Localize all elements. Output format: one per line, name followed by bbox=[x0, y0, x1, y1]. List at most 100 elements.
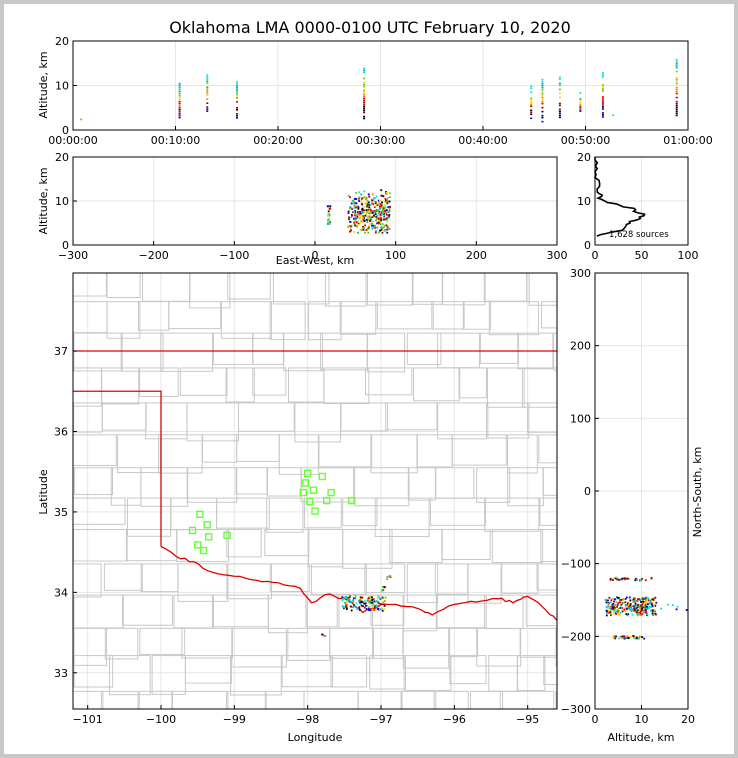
ns-altitude-source bbox=[667, 603, 669, 606]
time-height-source bbox=[601, 96, 604, 98]
county-outline bbox=[431, 301, 465, 330]
ew-height-source bbox=[328, 213, 331, 216]
ns-altitude-source bbox=[645, 607, 647, 610]
ew-height-source bbox=[350, 224, 353, 227]
plan-view-source bbox=[373, 605, 376, 608]
tick-label-x: 00:10:00 bbox=[151, 134, 200, 147]
ns-altitude-source bbox=[641, 613, 643, 616]
county-outline bbox=[121, 594, 173, 626]
tick-label-x: 00:20:00 bbox=[253, 134, 302, 147]
ns-altitude-source bbox=[617, 596, 620, 599]
county-outline bbox=[434, 563, 469, 595]
ew-height-source bbox=[364, 214, 367, 217]
ew-height-source bbox=[382, 195, 385, 198]
ns-altitude-source bbox=[660, 607, 662, 610]
time-height-source bbox=[363, 111, 366, 114]
ns-altitude-source bbox=[606, 599, 609, 602]
ew-height-source bbox=[367, 209, 370, 211]
lma-figure: Oklahoma LMA 0000-0100 UTC February 10, … bbox=[37, 18, 713, 744]
ew-height-source bbox=[369, 208, 372, 211]
tick-label-x: 200 bbox=[466, 249, 487, 262]
county-outline bbox=[402, 594, 437, 632]
ns-altitude-source bbox=[629, 603, 632, 605]
ew-height-source bbox=[365, 196, 368, 199]
plan-view-source bbox=[367, 597, 370, 600]
ns-altitude-source bbox=[620, 598, 623, 601]
ns-altitude-source bbox=[637, 600, 640, 603]
county-outline bbox=[145, 402, 188, 440]
time-height-source bbox=[675, 110, 678, 113]
ew-height-source bbox=[374, 231, 377, 234]
ew-height-source bbox=[386, 202, 389, 205]
time-height-source bbox=[675, 88, 678, 91]
ns-altitude-source bbox=[613, 604, 615, 607]
ew-height-ticks: −300 −200 −100 0 100 200 300 0 10 20 bbox=[55, 151, 568, 262]
ns-altitude-source bbox=[685, 609, 688, 611]
plan-view-source bbox=[347, 596, 350, 599]
county-outline bbox=[538, 434, 557, 464]
county-outline bbox=[442, 273, 486, 306]
county-outline bbox=[73, 434, 117, 466]
time-height-source bbox=[558, 76, 561, 79]
ns-altitude-source bbox=[624, 598, 627, 600]
ew-height-source bbox=[363, 220, 366, 222]
plan-view-source bbox=[345, 601, 348, 604]
time-height-source bbox=[530, 117, 533, 120]
county-outline bbox=[540, 301, 557, 329]
ew-height-source bbox=[354, 213, 357, 216]
ew-height-source bbox=[359, 211, 361, 213]
ew-height-source bbox=[327, 219, 330, 221]
county-outline bbox=[294, 402, 342, 443]
ns-altitude-source bbox=[628, 607, 631, 610]
time-height-source bbox=[541, 78, 544, 81]
plan-view-source bbox=[320, 633, 323, 636]
lma-station-marker bbox=[188, 526, 197, 535]
ns-altitude-source bbox=[642, 609, 645, 612]
plan-view-source bbox=[383, 608, 386, 611]
plan-view-source bbox=[345, 596, 348, 598]
lma-station-marker bbox=[299, 488, 307, 497]
time-height-sources bbox=[80, 58, 678, 123]
county-outline bbox=[226, 563, 272, 600]
ew-height-source bbox=[357, 231, 359, 234]
ew-height-source bbox=[353, 200, 356, 203]
plan-view-source bbox=[376, 605, 378, 607]
ew-height-source bbox=[377, 220, 380, 223]
county-outline bbox=[521, 367, 557, 408]
ew-height-source bbox=[359, 228, 362, 231]
county-outline bbox=[406, 332, 442, 366]
ew-height-source bbox=[361, 228, 364, 230]
ew-height-source bbox=[386, 220, 389, 223]
ew-height-source bbox=[380, 194, 383, 197]
plan-view-source bbox=[366, 599, 369, 602]
ns-altitude-source bbox=[622, 598, 625, 601]
ew-height-source bbox=[350, 226, 352, 229]
time-height-source bbox=[541, 88, 544, 91]
ew-height-source bbox=[353, 202, 356, 205]
ns-altitude-source bbox=[634, 597, 637, 600]
county-outline bbox=[142, 273, 191, 302]
time-height-source bbox=[236, 117, 238, 119]
plan-view-source bbox=[371, 599, 373, 601]
county-outline bbox=[366, 273, 414, 306]
ew-height-source bbox=[373, 211, 376, 213]
ns-altitude-source bbox=[615, 612, 618, 615]
ew-height-panel: −300 −200 −100 0 100 200 300 0 10 20 Altitude, km… bbox=[37, 151, 568, 267]
ns-altitude-source bbox=[619, 605, 622, 607]
plan-view-source bbox=[373, 608, 376, 610]
time-height-source bbox=[675, 90, 678, 93]
county-outline bbox=[519, 627, 557, 658]
ew-height-source bbox=[375, 201, 378, 204]
plan-view-source bbox=[386, 576, 389, 579]
time-height-source bbox=[541, 94, 544, 97]
ew-height-source bbox=[354, 220, 357, 223]
ew-height-source bbox=[367, 212, 370, 215]
ns-altitude-source bbox=[640, 609, 643, 612]
ns-altitude-source bbox=[652, 609, 655, 612]
plan-view-source bbox=[363, 600, 366, 603]
time-height-source bbox=[601, 76, 604, 78]
ew-height-source bbox=[352, 218, 355, 221]
ns-altitude-source bbox=[620, 603, 623, 606]
ns-altitude-source bbox=[614, 577, 617, 580]
ns-altitude-source bbox=[634, 608, 637, 611]
